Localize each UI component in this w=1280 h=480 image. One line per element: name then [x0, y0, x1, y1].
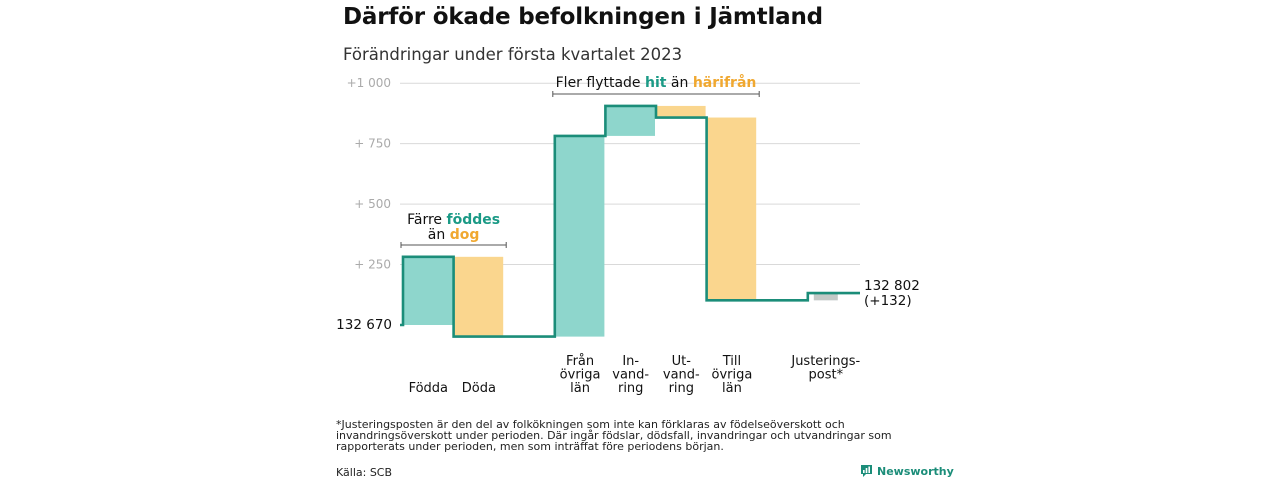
annotation-moves-line-0: Fler flyttade hit än härifrån — [556, 74, 757, 91]
x-label-fodda: Födda — [409, 381, 448, 396]
annotation-births-line-1: än dog — [428, 227, 480, 243]
newsworthy-logo-icon — [861, 465, 872, 477]
y-tick-label-2: + 500 — [354, 197, 391, 211]
source-text: Källa: SCB — [336, 466, 393, 479]
bar-fran — [555, 135, 605, 337]
y-tick-label-0: +1 000 — [347, 76, 391, 90]
bar-fodda — [404, 256, 453, 325]
y-tick-label-1: + 750 — [354, 137, 391, 151]
newsworthy-logo: Newsworthy — [860, 464, 954, 478]
x-label-justering: Justerings-post* — [790, 354, 860, 383]
bar-till — [707, 117, 757, 301]
logo-text: Newsworthy — [877, 464, 954, 478]
cumulative-line — [400, 104, 860, 338]
chart-subtitle: Förändringar under första kvartalet 2023 — [343, 45, 683, 64]
bar-invandring — [606, 105, 655, 136]
chart-title: Därför ökade befolkningen i Jämtland — [343, 4, 823, 30]
end-value-label: 132 802 — [864, 278, 920, 294]
bar-utvandring — [657, 105, 706, 118]
x-label-doda: Döda — [462, 381, 496, 396]
y-tick-label-3: + 250 — [354, 258, 391, 272]
bar-doda — [454, 256, 504, 337]
footnote: *Justeringsposten är den del av folkökni… — [336, 418, 892, 453]
end-change-label: (+132) — [864, 293, 912, 309]
x-label-utvandring: Ut-vand-ring — [663, 354, 700, 396]
start-value-label: 132 670 — [336, 317, 392, 333]
x-label-invandring: In-vand-ring — [612, 354, 649, 396]
annotation-births-line-0: Färre föddes — [407, 212, 500, 228]
bar-justering — [813, 293, 838, 301]
x-label-till: Till övriga län — [711, 354, 752, 396]
x-label-fran: Från övriga län — [560, 354, 601, 396]
